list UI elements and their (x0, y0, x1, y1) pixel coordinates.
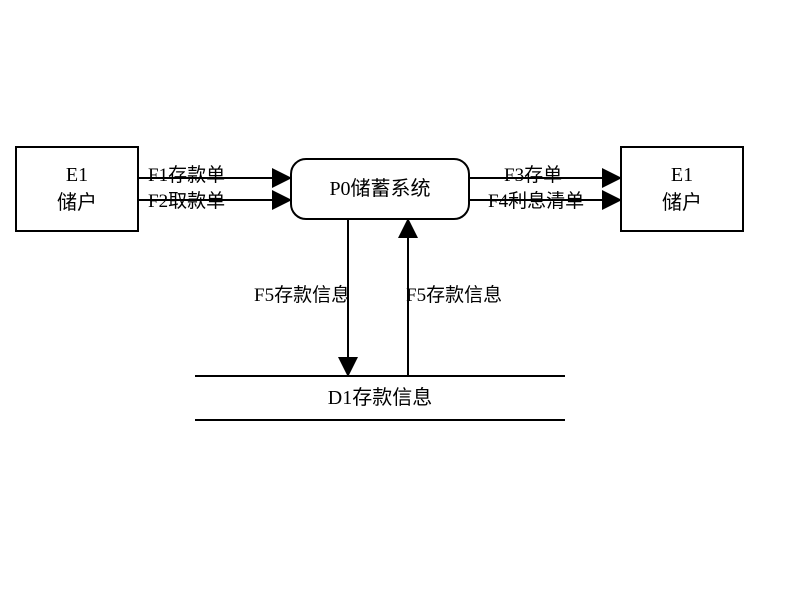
edge-label-f4: F4利息清单 (488, 186, 584, 213)
entity-e1-right: E1 储户 (620, 146, 744, 232)
edge-label-f1: F1存款单 (148, 160, 225, 187)
process-p0: P0储蓄系统 (290, 158, 470, 220)
datastore-d1-label: D1存款信息 (328, 384, 432, 412)
datastore-d1: D1存款信息 (195, 375, 565, 421)
edge-label-f5_down: F5存款信息 (254, 280, 350, 307)
edge-label-f5_up: F5存款信息 (406, 280, 502, 307)
entity-e1-right-label: E1 储户 (662, 161, 702, 217)
edges-layer (0, 0, 800, 600)
entity-e1-left-label: E1 储户 (57, 161, 97, 217)
edge-label-f3: F3存单 (504, 160, 562, 187)
edge-label-f2: F2取款单 (148, 186, 225, 213)
entity-e1-left: E1 储户 (15, 146, 139, 232)
process-p0-label: P0储蓄系统 (329, 175, 430, 203)
